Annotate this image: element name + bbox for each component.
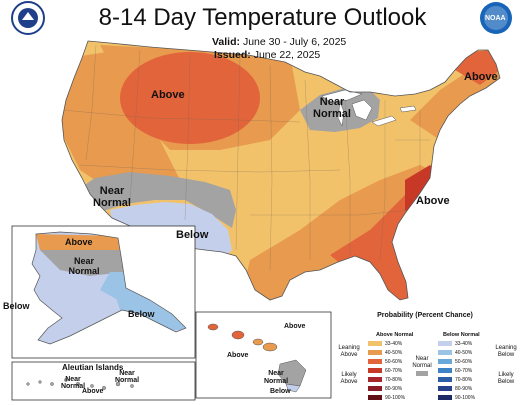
legend-above-swatch bbox=[368, 386, 382, 391]
label-aleutian-above: Above bbox=[82, 388, 104, 395]
label-hi-above-2: Above bbox=[227, 352, 249, 359]
aleutian-inset-frame bbox=[11, 361, 196, 401]
legend-below-range: 70-80% bbox=[455, 376, 473, 383]
legend-leaning-below: Leaning Below bbox=[495, 345, 517, 358]
legend-below-range: 80-90% bbox=[455, 385, 473, 392]
label-near-normal-west: Near Normal bbox=[93, 185, 131, 209]
legend-below-range: 33-40% bbox=[455, 340, 473, 347]
legend-title: Probability (Percent Chance) bbox=[377, 312, 473, 319]
legend-below-swatch bbox=[438, 359, 452, 364]
legend-below-range: 60-70% bbox=[455, 367, 473, 374]
legend-likely-below: Likely Below bbox=[497, 372, 515, 385]
legend-below-range: 50-60% bbox=[455, 358, 473, 365]
legend-above-range: 90-100% bbox=[385, 394, 406, 401]
issued-value: June 22, 2025 bbox=[253, 49, 321, 61]
valid-label: Valid: bbox=[212, 36, 241, 48]
label-above-north: Above bbox=[151, 89, 185, 101]
legend-below-swatch bbox=[438, 377, 452, 382]
label-near-normal-great-lakes: Near Normal bbox=[313, 96, 351, 120]
legend-below-range: 40-50% bbox=[455, 349, 473, 356]
label-below-southwest: Below bbox=[176, 229, 209, 241]
label-hi-above-1: Above bbox=[284, 323, 306, 330]
aleutian-title: Aleutian Islands bbox=[62, 363, 124, 372]
hawaii-islands bbox=[207, 323, 307, 393]
legend-leaning-above: Leaning Above bbox=[338, 345, 360, 358]
legend-likely-above: Likely Above bbox=[340, 372, 358, 385]
great-lakes bbox=[321, 89, 417, 127]
legend-below-swatch bbox=[438, 350, 452, 355]
legend-above-range: 33-40% bbox=[385, 340, 403, 347]
legend-above-range: 60-70% bbox=[385, 367, 403, 374]
legend-above-swatch bbox=[368, 377, 382, 382]
legend-above-range: 40-50% bbox=[385, 349, 403, 356]
valid-line: Valid: June 30 - July 6, 2025 bbox=[212, 36, 346, 48]
page-title: 8-14 Day Temperature Outlook bbox=[98, 4, 427, 31]
legend-below-swatch bbox=[438, 368, 452, 373]
legend-below-swatch bbox=[438, 386, 452, 391]
legend-above-range: 80-90% bbox=[385, 385, 403, 392]
label-hi-below: Below bbox=[270, 388, 291, 395]
aleutian-islands bbox=[26, 378, 134, 391]
legend-above-swatch bbox=[368, 368, 382, 373]
label-above-ne: Above bbox=[464, 71, 498, 83]
legend-above-swatch bbox=[368, 350, 382, 355]
alaska-outline bbox=[31, 231, 187, 345]
hawaii-inset-frame bbox=[195, 311, 332, 399]
legend-below-range: 90-100% bbox=[455, 394, 476, 401]
label-above-se: Above bbox=[416, 195, 450, 207]
valid-value: June 30 - July 6, 2025 bbox=[242, 36, 347, 48]
legend-below-swatch bbox=[438, 395, 452, 400]
noaa-logo bbox=[480, 2, 512, 34]
label-aleutian-near-normal-w: Near Normal bbox=[60, 376, 86, 390]
legend-near-normal: Near Normal bbox=[412, 356, 432, 369]
label-ak-above: Above bbox=[65, 237, 93, 247]
legend-above-range: 50-60% bbox=[385, 358, 403, 365]
legend-below-header: Below Normal bbox=[443, 332, 480, 338]
legend-above-header: Above Normal bbox=[376, 332, 414, 338]
issued-line: Issued: June 22, 2025 bbox=[214, 49, 320, 61]
legend-above-swatch bbox=[368, 395, 382, 400]
legend-above-swatch bbox=[368, 341, 382, 346]
legend-below-swatch bbox=[438, 341, 452, 346]
legend-above-swatch bbox=[368, 359, 382, 364]
legend-above-range: 70-80% bbox=[385, 376, 403, 383]
label-ak-below-se: Below bbox=[128, 309, 155, 319]
noaa-logo-text: NOAA bbox=[485, 15, 506, 22]
issued-label: Issued: bbox=[214, 49, 251, 61]
label-hi-near-normal: Near Normal bbox=[263, 370, 289, 385]
label-ak-below-west: Below bbox=[3, 301, 30, 311]
label-aleutian-near-normal-e: Near Normal bbox=[114, 370, 140, 384]
label-ak-near-normal: Near Normal bbox=[68, 256, 100, 276]
legend-near-normal-swatch bbox=[416, 371, 428, 376]
